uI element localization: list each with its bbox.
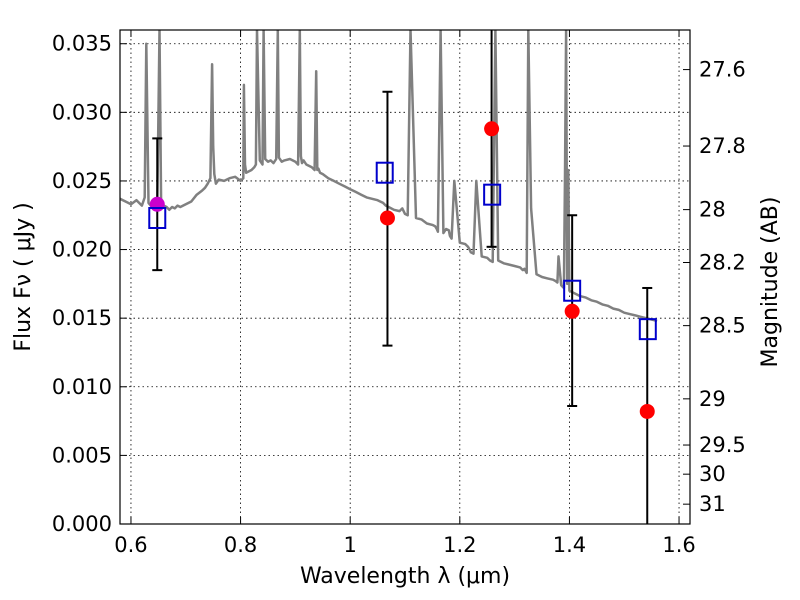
mag-tick-label: 28 bbox=[699, 198, 726, 222]
y2-axis-title: Magnitude (AB) bbox=[758, 197, 783, 368]
y-tick-label: 0.025 bbox=[52, 169, 112, 193]
model-photometry-square bbox=[563, 279, 582, 302]
mag-tick-label: 28.5 bbox=[699, 314, 746, 338]
mag-tick-label: 27.6 bbox=[699, 58, 746, 82]
y-axis-title: Flux Fν ( μJy ) bbox=[11, 202, 36, 351]
model-spectrum-line bbox=[120, 30, 658, 323]
observed-point bbox=[484, 121, 500, 137]
observed-point bbox=[149, 196, 165, 212]
x-tick-label: 1.4 bbox=[553, 533, 586, 557]
model-photometry-square bbox=[148, 206, 167, 229]
x-axis-title: Wavelength λ (μm) bbox=[300, 564, 510, 589]
mag-tick-label: 31 bbox=[699, 492, 726, 516]
spectrum-layer bbox=[120, 30, 658, 323]
mag-tick-label: 29 bbox=[699, 387, 726, 411]
x-tick-label: 0.8 bbox=[224, 533, 257, 557]
y-tick-label: 0.000 bbox=[52, 512, 112, 536]
magnitude-tick-labels: 27.6 27.8 28 28.2 28.5 29 29.5 30 31 bbox=[699, 58, 746, 517]
observed-point bbox=[564, 303, 580, 319]
data-markers bbox=[148, 121, 657, 419]
y-tick-label: 0.015 bbox=[52, 306, 112, 330]
x-tick-label: 0.6 bbox=[114, 533, 147, 557]
y-tick-label: 0.020 bbox=[52, 238, 112, 262]
plot-frame bbox=[119, 29, 691, 525]
model-photometry-square bbox=[483, 183, 502, 206]
y-tick-label: 0.035 bbox=[52, 32, 112, 56]
mag-tick-label: 29.5 bbox=[699, 433, 746, 457]
y-tick-label: 0.005 bbox=[52, 443, 112, 467]
y-tick-label: 0.010 bbox=[52, 375, 112, 399]
y-tick-labels: 0.000 0.005 0.010 0.015 0.020 0.025 0.030 0.035 bbox=[52, 32, 112, 536]
model-photometry-square bbox=[375, 161, 394, 184]
model-photometry-square bbox=[638, 318, 657, 341]
x-tick-labels: 0.6 0.8 1 1.2 1.4 1.6 bbox=[114, 533, 695, 557]
observed-point bbox=[639, 403, 655, 419]
x-tick-label: 1.2 bbox=[443, 533, 476, 557]
x-tick-label: 1.6 bbox=[662, 533, 695, 557]
x-tick-label: 1 bbox=[344, 533, 357, 557]
mag-tick-label: 28.2 bbox=[699, 251, 746, 275]
y-tick-label: 0.030 bbox=[52, 100, 112, 124]
mag-tick-label: 27.8 bbox=[699, 134, 746, 158]
observed-point bbox=[379, 210, 395, 226]
axis-ticks bbox=[120, 30, 690, 525]
mag-tick-label: 30 bbox=[699, 462, 726, 486]
